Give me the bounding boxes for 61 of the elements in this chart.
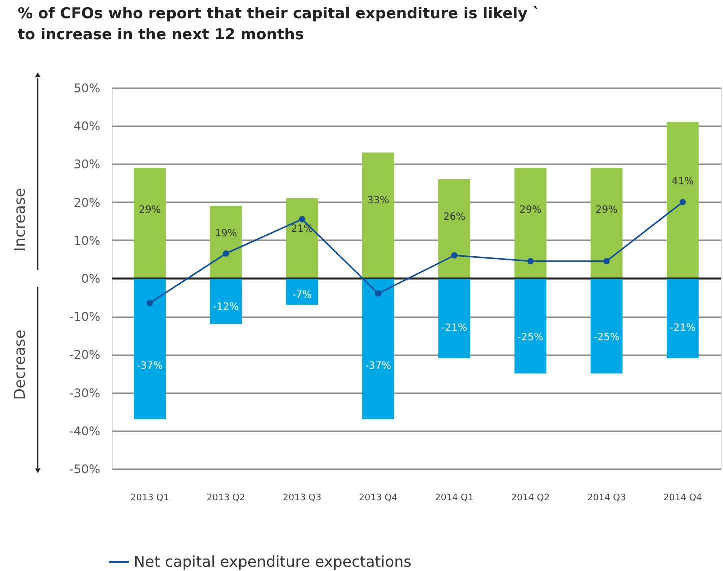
point xyxy=(299,216,306,223)
data-label: -7% xyxy=(292,290,312,302)
y-tick-label: 40% xyxy=(74,120,100,134)
y-tick-label: 20% xyxy=(74,196,100,210)
data-label: -37% xyxy=(366,360,392,372)
bar xyxy=(666,122,699,278)
data-label: -25% xyxy=(518,332,544,344)
y-tick-label: 10% xyxy=(74,234,100,248)
bar xyxy=(514,278,547,374)
point xyxy=(528,258,534,265)
y-tick-label: 50% xyxy=(74,82,100,96)
data-label: 29% xyxy=(596,204,618,216)
data-label: 29% xyxy=(138,204,162,216)
bar xyxy=(590,278,623,374)
x-tick-label: 2013 Q1 xyxy=(130,494,170,504)
data-label: -37% xyxy=(137,360,163,372)
bar xyxy=(666,278,699,359)
bar xyxy=(438,278,471,359)
x-tick-label: 2014 Q3 xyxy=(588,494,626,504)
y-tick-label: 0% xyxy=(81,272,100,286)
point xyxy=(604,258,610,265)
data-label: 33% xyxy=(367,196,390,207)
point xyxy=(146,300,154,306)
y-tick-label: 30% xyxy=(74,158,100,172)
text: Increase xyxy=(11,188,29,252)
bar xyxy=(438,179,471,278)
y-tick-label: -30% xyxy=(69,386,100,400)
data-label: -25% xyxy=(594,332,620,344)
x-tick-label: 2014 Q2 xyxy=(511,494,550,504)
x-tick-label: 2013 Q2 xyxy=(206,494,246,504)
chart-title: % of CFOs who report that their capital expenditure is likely ` to increase in the next 12 months xyxy=(18,4,541,44)
y-tick-label: -50% xyxy=(69,462,100,476)
data-label: 19% xyxy=(215,228,238,240)
point xyxy=(680,199,686,206)
x-tick-label: 2013 Q4 xyxy=(359,494,398,504)
point xyxy=(223,250,230,257)
y-tick-label: -20% xyxy=(69,348,100,362)
x-tick-label: 2013 Q3 xyxy=(283,494,322,504)
x-tick-label: 2014 Q4 xyxy=(664,494,702,504)
data-label: -21% xyxy=(442,323,468,334)
data-label: -12% xyxy=(213,302,240,313)
data-label: 26% xyxy=(443,212,466,224)
data-label: 41% xyxy=(672,176,694,188)
bar xyxy=(362,152,394,278)
y-tick-label: -40% xyxy=(69,424,100,438)
bar xyxy=(362,278,394,420)
x-tick-label: 2014 Q1 xyxy=(435,494,474,504)
bar xyxy=(134,168,166,278)
point xyxy=(375,290,382,297)
data-label: -21% xyxy=(670,323,696,334)
bar xyxy=(210,278,242,324)
bar xyxy=(134,278,166,420)
point xyxy=(451,252,458,259)
bar xyxy=(514,168,547,278)
text: Decrease xyxy=(11,330,29,400)
legend-label: Net capital expenditure expectations xyxy=(134,553,412,571)
bar xyxy=(286,198,318,278)
y-tick-label: -10% xyxy=(69,310,100,324)
bar xyxy=(210,206,242,278)
data-label: 29% xyxy=(520,204,542,216)
bar xyxy=(590,168,623,278)
